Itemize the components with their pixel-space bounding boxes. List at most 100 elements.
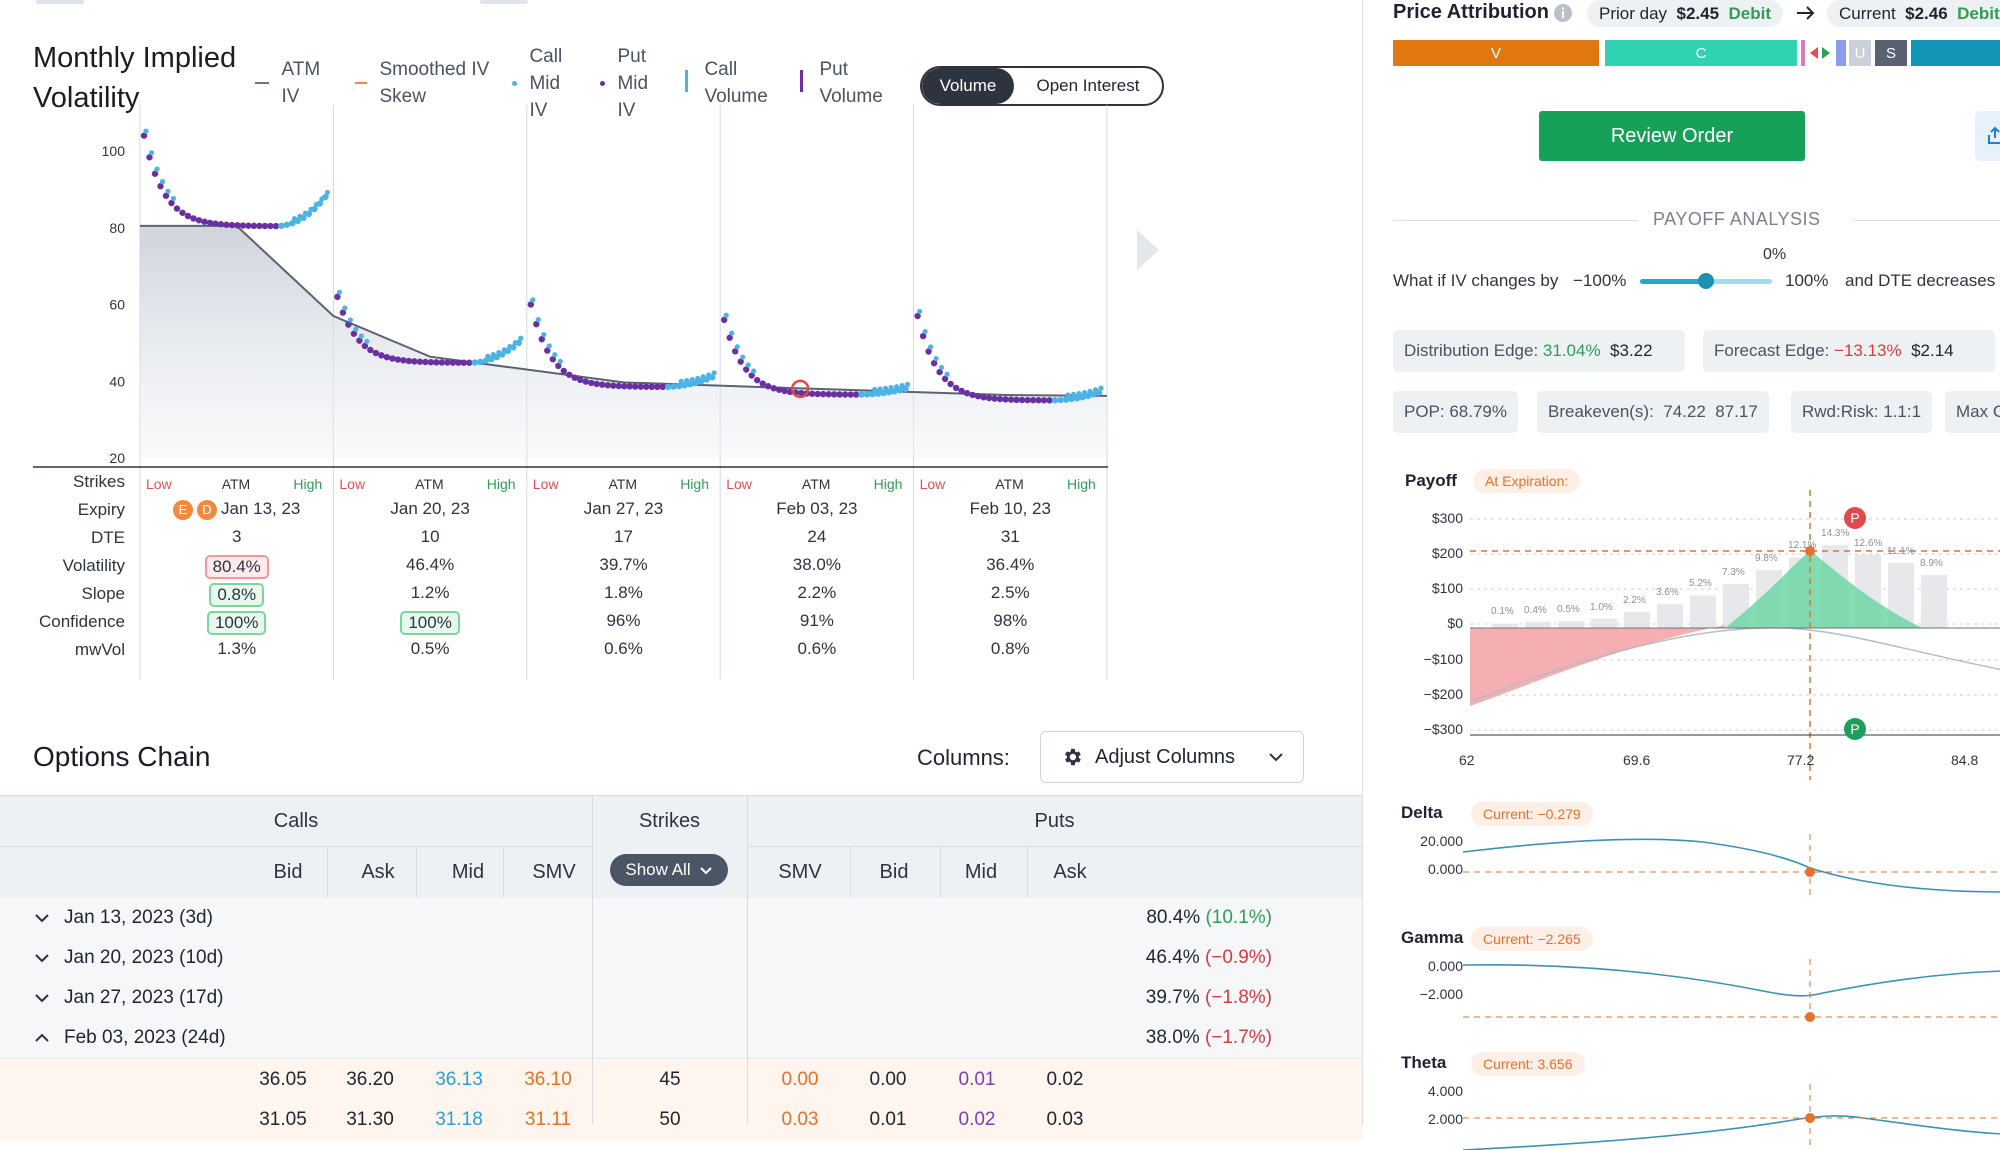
attribution-arrows-icon — [1810, 47, 1830, 59]
show-all-button[interactable]: Show All — [610, 854, 728, 886]
distribution-edge-pct: 31.04% — [1542, 341, 1601, 360]
slope-value: 2.5% — [990, 583, 1030, 602]
confidence-value-pill: 100% — [400, 611, 460, 635]
dividend-badge[interactable]: D — [196, 500, 217, 520]
legend-call-mid-iv[interactable]: Call Mid IV — [512, 43, 569, 124]
header-put-bid[interactable]: Bid — [879, 861, 909, 883]
expiry-group-label: Jan 20, 2023 (10d) — [64, 947, 224, 968]
header-put-smv[interactable]: SMV — [778, 861, 822, 883]
call-iv-point — [888, 385, 894, 391]
iv-point — [1073, 395, 1081, 402]
expiry-group-row[interactable]: Jan 13, 2023 (3d) 80.4% (10.1%) — [0, 898, 1362, 939]
toggle-volume[interactable]: Volume — [922, 68, 1014, 104]
expiry-group-row[interactable]: Jan 20, 2023 (10d) 46.4% (−0.9%) — [0, 938, 1362, 979]
call-iv-point — [148, 150, 155, 156]
header-put-ask[interactable]: Ask — [1053, 861, 1087, 883]
iv-point — [449, 359, 457, 366]
info-icon[interactable] — [1553, 3, 1573, 23]
legend-put-volume[interactable]: Put Volume — [800, 56, 899, 110]
iv-point — [1040, 397, 1048, 404]
col-divider — [940, 846, 941, 898]
toggle-open-interest[interactable]: Open Interest — [1036, 76, 1140, 95]
greek-label-gamma: Gamma — [1401, 928, 1464, 947]
payoff-divider-right — [1853, 220, 2000, 221]
attribution-segment-v[interactable]: V — [1393, 40, 1599, 66]
greek-current-point — [1805, 1113, 1815, 1123]
header-call-bid[interactable]: Bid — [273, 861, 303, 883]
iv-point — [863, 391, 871, 398]
greek-y-label: 20.000 — [1420, 833, 1463, 849]
call-iv-point — [347, 317, 353, 323]
iv-point — [643, 383, 650, 390]
iv-point — [632, 383, 639, 390]
earnings-badge[interactable]: E — [172, 500, 193, 520]
left-panel: Monthly Implied Volatility ATM IV Smooth… — [0, 0, 1362, 1140]
attribution-segment-u[interactable]: U — [1849, 40, 1871, 66]
legend-call-volume[interactable]: Call Volume — [685, 56, 784, 110]
legend-smoothed-iv-skew[interactable]: Smoothed IV Skew — [355, 56, 489, 110]
table-row[interactable]: 31.05 31.30 31.18 31.11 50 0.03 0.01 0.0… — [0, 1100, 1362, 1140]
header-call-ask[interactable]: Ask — [361, 861, 395, 883]
header-call-mid[interactable]: Mid — [451, 861, 485, 883]
iv-point — [692, 379, 699, 387]
strike-tick-atm: ATM — [995, 476, 1024, 492]
attribution-segment-s[interactable]: S — [1875, 40, 1907, 66]
iv-point — [549, 356, 556, 363]
at-expiration-chip[interactable]: At Expiration: — [1473, 469, 1581, 493]
iv-point — [615, 382, 622, 390]
bar-percent-label: 12.6% — [1854, 537, 1883, 549]
header-call-smv[interactable]: SMV — [532, 861, 576, 883]
iv-point — [272, 222, 280, 230]
iv-point — [504, 347, 512, 355]
probability-bar — [1492, 623, 1518, 628]
expiry-group-row[interactable]: Jan 27, 2023 (17d) 39.7% (−1.8%) — [0, 978, 1362, 1019]
iv-point — [212, 220, 219, 227]
probability-bar — [1690, 595, 1716, 628]
row-label-confidence: Confidence — [38, 612, 125, 631]
iv-point — [1068, 395, 1075, 403]
share-button[interactable] — [1975, 111, 2000, 161]
price-attribution-title: Price Attribution — [1393, 1, 1549, 23]
iv-point — [538, 335, 545, 343]
iv-point — [1095, 389, 1103, 396]
iv-slider-track[interactable] — [1640, 273, 1772, 289]
strike-tick-high: High — [486, 476, 516, 492]
adjust-columns-button[interactable]: Adjust Columns — [1040, 731, 1304, 783]
expiry-group-label: Jan 27, 2023 (17d) — [64, 987, 224, 1008]
iv-point — [460, 359, 468, 366]
col-divider — [503, 846, 504, 898]
iv-point — [261, 222, 269, 230]
header-put-mid[interactable]: Mid — [964, 861, 998, 883]
put-mid: 0.01 — [958, 1069, 996, 1090]
call-mid: 36.13 — [435, 1069, 483, 1090]
probability-bar — [1558, 621, 1584, 628]
legend-label: ATM IV — [281, 59, 321, 107]
volume-oi-toggle[interactable]: Volume Open Interest — [920, 66, 1164, 106]
expiry-date: Jan 27, 23 — [527, 499, 720, 519]
legend-put-mid-iv[interactable]: Put Mid IV — [600, 43, 657, 124]
max-loss-marker[interactable]: P — [1844, 718, 1866, 740]
attribution-segment-c[interactable]: C — [1605, 40, 1797, 66]
iv-point — [345, 321, 352, 328]
iv-point — [267, 222, 274, 230]
row-label-mwvol: mwVol — [74, 640, 125, 659]
iv-point — [896, 386, 904, 394]
forecast-edge-label: Forecast Edge: — [1714, 341, 1830, 360]
table-row[interactable]: 36.05 36.20 36.13 36.10 45 0.00 0.00 0.0… — [0, 1060, 1362, 1100]
expiry-group-row[interactable]: Feb 03, 2023 (24d) 38.0% (−1.7%) — [0, 1018, 1362, 1059]
chart-scroll-right-icon[interactable] — [1133, 228, 1161, 272]
iv-point — [234, 222, 241, 229]
iv-point — [698, 378, 705, 385]
bar-percent-label: 0.5% — [1557, 604, 1580, 616]
call-iv-point — [933, 355, 939, 362]
iv-point — [400, 357, 407, 364]
iv-point — [654, 383, 661, 391]
review-order-button[interactable]: Review Order — [1539, 111, 1805, 161]
legend-atm-iv[interactable]: ATM IV — [255, 56, 331, 110]
iv-slider-thumb[interactable] — [1698, 273, 1714, 289]
iv-point — [637, 383, 644, 390]
max-profit-marker[interactable]: P — [1844, 507, 1866, 529]
expiry-group-iv: 80.4% (10.1%) — [1146, 907, 1272, 929]
call-iv-point — [938, 364, 945, 371]
iv-point — [770, 385, 777, 392]
